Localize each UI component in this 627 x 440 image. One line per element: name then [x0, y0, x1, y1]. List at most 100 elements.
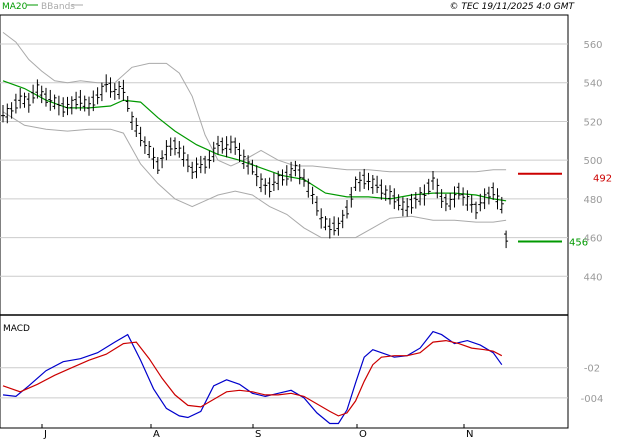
month-label-J: J — [43, 429, 47, 440]
price-bar — [366, 172, 371, 191]
price-bar — [48, 89, 53, 111]
price-bar — [388, 185, 392, 205]
month-label-N: N — [466, 429, 473, 440]
price-bar — [491, 182, 496, 200]
price-bar — [310, 186, 315, 205]
price-bar — [246, 155, 251, 175]
price-bar — [349, 187, 354, 208]
price-bar — [452, 186, 457, 208]
price-bar — [198, 155, 203, 174]
price-bar — [263, 178, 268, 195]
price-bar — [418, 187, 423, 206]
price-bar — [203, 155, 208, 174]
price-bar — [254, 165, 259, 187]
price-bar — [44, 87, 48, 107]
price-bar — [439, 189, 444, 208]
price-bar — [499, 196, 504, 214]
price-bar — [56, 95, 61, 116]
bband-lower-line — [2, 111, 507, 239]
price-bar — [91, 90, 96, 112]
price-bar — [160, 150, 165, 169]
chart-frame — [0, 14, 569, 429]
macd-title: MACD — [3, 324, 30, 334]
macd-tick-1: -004 — [581, 394, 604, 405]
price-bar — [1, 105, 5, 123]
price-bar — [486, 186, 491, 205]
price-bar — [78, 89, 83, 111]
macd-axis-ticks: -02 -004 — [581, 364, 604, 405]
price-bar — [276, 170, 281, 191]
price-bar — [39, 85, 44, 104]
price-bar — [220, 137, 225, 154]
month-label-A: A — [153, 429, 160, 440]
price-bar — [138, 126, 143, 147]
price-bar — [13, 93, 18, 114]
price-bar — [82, 95, 87, 112]
price-bar — [22, 92, 27, 108]
price-bar — [181, 145, 186, 167]
price-bar — [151, 147, 156, 169]
price-bar — [413, 192, 418, 209]
price-bar — [216, 135, 220, 155]
price-bar — [504, 230, 509, 249]
price-bar — [297, 164, 302, 185]
price-bar — [241, 149, 246, 169]
price-bar — [293, 160, 298, 177]
price-bar — [482, 188, 487, 210]
price-bar — [478, 193, 483, 212]
price-bar — [99, 82, 104, 102]
price-bar — [52, 94, 57, 110]
price-bar — [345, 199, 349, 219]
price-bar — [194, 157, 199, 179]
price-bar — [35, 79, 40, 99]
price-bar — [469, 194, 474, 213]
price-bar — [130, 111, 134, 131]
price-bar — [211, 141, 216, 163]
price-bar — [289, 161, 294, 182]
signal-line — [2, 339, 503, 417]
price-bar — [357, 171, 362, 192]
price-bar — [228, 135, 233, 154]
price-bar — [332, 216, 337, 236]
price-bar — [426, 178, 431, 195]
macd-tick-0: -02 — [584, 364, 600, 375]
price-bar — [336, 217, 341, 236]
price-tick-440: 440 — [583, 272, 602, 283]
price-bar — [185, 154, 190, 173]
price-bar — [65, 96, 70, 116]
price-bar — [190, 161, 195, 179]
price-bar — [125, 96, 130, 112]
price-bar — [108, 77, 113, 98]
price-bar — [370, 174, 375, 194]
price-tick-520: 520 — [583, 117, 602, 128]
price-bar — [302, 168, 306, 187]
price-bar — [267, 177, 272, 198]
price-bar — [250, 159, 255, 175]
price-bar — [456, 182, 461, 200]
price-bar — [400, 197, 405, 217]
price-bar — [31, 84, 36, 104]
price-bar — [147, 141, 152, 159]
bband-upper-line — [2, 32, 507, 173]
price-bar — [18, 87, 23, 109]
price-tick-480: 480 — [583, 195, 602, 206]
price-bar — [164, 140, 169, 161]
price-bar — [26, 92, 31, 113]
legend-ma20: MA20 — [2, 2, 28, 12]
price-bar — [207, 150, 212, 169]
price-bar — [340, 209, 345, 229]
price-bar — [465, 190, 470, 211]
price-bar — [87, 96, 91, 116]
price-bar — [383, 185, 388, 201]
ma20-line — [2, 80, 507, 202]
price-bar — [461, 187, 466, 206]
price-axis-ticks: 440 460 480 500 520 540 560 — [583, 40, 602, 283]
price-bar — [155, 157, 160, 174]
price-bar — [173, 137, 177, 156]
price-bar — [280, 169, 285, 186]
price-bar — [306, 178, 311, 198]
price-tick-560: 560 — [583, 40, 602, 51]
price-bar — [61, 97, 66, 118]
